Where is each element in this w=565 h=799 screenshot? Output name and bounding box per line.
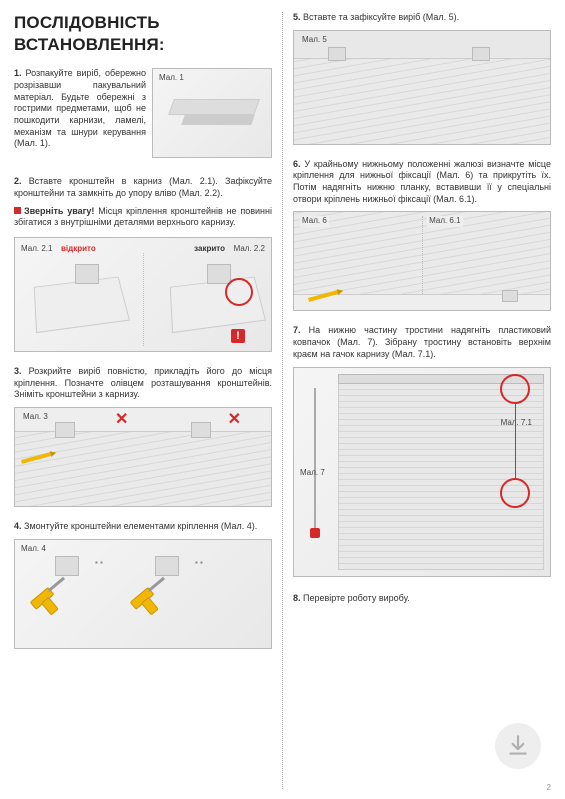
fig-label: Мал. 6 (300, 216, 329, 226)
step-3-text: 3. Розкрийте виріб повністю, прикладіть … (14, 366, 272, 401)
x-mark-icon: ✕ (115, 410, 128, 431)
step-1-row: 1. Розпакуйте виріб, обережно розрізавши… (14, 68, 272, 166)
fastener-hint: ▪ ▪ (95, 558, 103, 568)
bracket-a (55, 422, 75, 438)
page-number: 2 (547, 783, 551, 793)
step-num: 7. (293, 325, 301, 335)
rail-hint (168, 99, 260, 115)
step-num: 3. (14, 366, 22, 376)
fig-label: Мал. 1 (159, 73, 184, 83)
open-label: відкрито (61, 244, 96, 254)
wand (314, 388, 316, 528)
bracket-f (472, 47, 490, 61)
figure-7: Мал. 7 Мал. 7.1 (293, 367, 551, 577)
rail-left (34, 277, 130, 333)
bracket-b (191, 422, 211, 438)
x-mark-icon: ✕ (228, 410, 241, 431)
bottom-clip (502, 290, 518, 302)
wand-cap (310, 528, 320, 538)
right-column: 5. Вставте та зафіксуйте виріб (Мал. 5).… (283, 12, 551, 789)
step-body: У крайньому нижньому положенні жалюзі ви… (293, 159, 551, 204)
figure-6: Мал. 6 Мал. 6.1 (293, 211, 551, 311)
figure-1: Мал. 1 (152, 68, 272, 158)
bracket-c (55, 556, 79, 576)
fig-label: Мал. 7.1 (501, 418, 532, 428)
callout-line (515, 404, 516, 478)
step-body: Перевірте роботу виробу. (303, 593, 410, 603)
step-num: 8. (293, 593, 301, 603)
step-2-text: 2. Вставте кронштейн в карниз (Мал. 2.1)… (14, 176, 272, 199)
step-8-text: 8. Перевірте роботу виробу. (293, 593, 551, 605)
warning-badge: ! (231, 329, 245, 343)
step-num: 1. (14, 68, 22, 78)
warn-bold: Зверніть увагу! (24, 206, 94, 216)
step-1-text: 1. Розпакуйте виріб, обережно розрізавши… (14, 68, 146, 160)
download-watermark-icon (495, 723, 541, 769)
highlight-circle (500, 478, 530, 508)
bracket-d (155, 556, 179, 576)
step-num: 6. (293, 159, 301, 169)
fig-label: Мал. 5 (300, 35, 329, 45)
instruction-page: ПОСЛІДОВНІСТЬ ВСТАНОВЛЕННЯ: 1. Розпакуйт… (0, 0, 565, 799)
highlight-circle (500, 374, 530, 404)
bracket-closed (207, 264, 231, 284)
step-4-text: 4. Змонтуйте кронштейни елементами кріпл… (14, 521, 272, 533)
rail-hint-2 (181, 115, 255, 125)
step-7-text: 7. На нижню частину тростини надягніть п… (293, 325, 551, 360)
fig-label: Мал. 2.2 (234, 244, 265, 254)
step-body: Розпакуйте виріб, обережно розрізавши па… (14, 68, 146, 148)
step-6-text: 6. У крайньому нижньому положенні жалюзі… (293, 159, 551, 206)
drill-icon (117, 577, 173, 633)
figure-5: Мал. 5 (293, 30, 551, 145)
step-body: Вставте та зафіксуйте виріб (Мал. 5). (303, 12, 459, 22)
warning-icon (14, 207, 21, 214)
fastener-hint: ▪ ▪ (195, 558, 203, 568)
fig-split (143, 253, 144, 346)
step-5-text: 5. Вставте та зафіксуйте виріб (Мал. 5). (293, 12, 551, 24)
figure-4: Мал. 4 ▪ ▪ ▪ ▪ (14, 539, 272, 649)
left-column: ПОСЛІДОВНІСТЬ ВСТАНОВЛЕННЯ: 1. Розпакуйт… (14, 12, 282, 789)
step-body: На нижню частину тростини надягніть плас… (293, 325, 551, 358)
step-body: Змонтуйте кронштейни елементами кріпленн… (24, 521, 257, 531)
highlight-circle (225, 278, 253, 306)
bracket-open (75, 264, 99, 284)
drill-icon (17, 577, 73, 633)
bracket-e (328, 47, 346, 61)
download-arrow-icon (505, 733, 531, 759)
figure-2: Мал. 2.1 відкрито закрито Мал. 2.2 ! (14, 237, 272, 352)
step-body: Розкрийте виріб повністю, прикладіть йог… (14, 366, 272, 399)
step-2-warning: Зверніть увагу! Місця кріплення кронштей… (14, 206, 272, 229)
fig-label: Мал. 2.1 (21, 244, 52, 254)
fig-label: Мал. 3 (21, 412, 50, 422)
closed-label: закрито (194, 244, 225, 254)
fig-split (422, 216, 423, 306)
fig-label: Мал. 7 (300, 468, 325, 478)
step-num: 5. (293, 12, 301, 22)
figure-3: Мал. 3 ✕ ✕ (14, 407, 272, 507)
fig-label: Мал. 6.1 (427, 216, 462, 226)
fig-label: Мал. 4 (21, 544, 46, 554)
page-title: ПОСЛІДОВНІСТЬ ВСТАНОВЛЕННЯ: (14, 12, 272, 56)
step-num: 4. (14, 521, 22, 531)
step-body: Вставте кронштейн в карниз (Мал. 2.1). З… (14, 176, 272, 198)
step-num: 2. (14, 176, 22, 186)
